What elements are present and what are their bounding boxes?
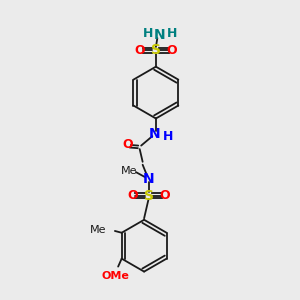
Text: S: S — [151, 44, 161, 58]
Text: Me: Me — [90, 225, 106, 236]
Text: OMe: OMe — [102, 271, 130, 281]
Text: Me: Me — [121, 166, 138, 176]
Text: N: N — [143, 172, 154, 186]
Text: O: O — [159, 189, 170, 202]
Text: N: N — [154, 28, 166, 42]
Text: H: H — [163, 130, 174, 143]
Text: H: H — [142, 27, 153, 40]
Text: O: O — [122, 138, 133, 151]
Text: H: H — [167, 27, 178, 40]
Text: O: O — [134, 44, 145, 57]
Text: O: O — [127, 189, 138, 202]
Text: O: O — [167, 44, 177, 57]
Text: N: N — [148, 127, 160, 141]
Text: S: S — [143, 189, 154, 202]
